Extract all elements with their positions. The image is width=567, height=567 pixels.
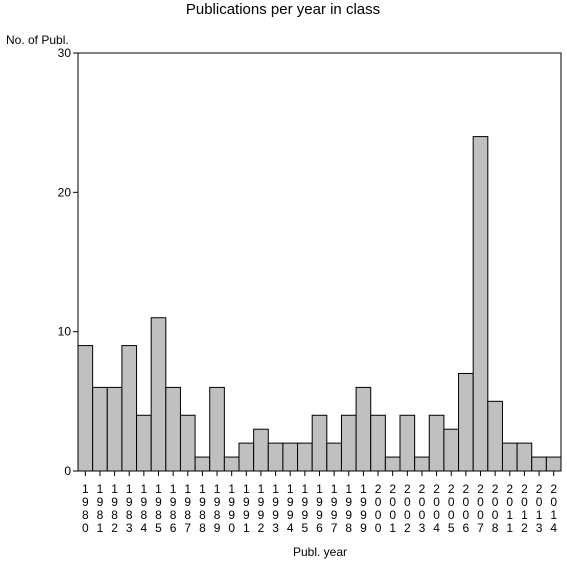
bar-2004 [428,414,445,472]
y-tick-label: 10 [58,325,72,339]
bar-1996 [311,414,328,472]
bar-1982 [106,386,123,472]
x-axis-label: Publ. year [293,545,347,559]
bar-1985 [150,317,167,472]
bar-1998 [340,414,357,472]
bar-1987 [179,414,196,472]
bar-2012 [516,442,533,472]
bars-group [77,136,562,472]
bar-1997 [326,442,342,472]
bar-1986 [165,386,181,472]
bar-2001 [384,456,401,472]
bar-2013 [531,456,547,472]
x-axis: 1 9 8 0 1 9 8 1 1 9 8 2 1 9 8 3 1 9 8 4 1 9 8 5 1 9 8 6 1 9 8 7 1 9 8 8 1 9 8 9… [82,471,557,535]
y-axis: 0 10 20 30 [58,46,78,478]
bar-1991 [238,442,255,472]
bar-2014 [545,456,562,472]
bar-1988 [194,456,211,472]
y-tick-label: 20 [58,185,72,199]
y-tick-label: 0 [64,464,71,478]
bar-1994 [282,442,299,472]
bar-1995 [297,442,313,472]
chart-title: Publications per year in class [186,1,380,18]
bar-2011 [501,442,518,472]
bar-2005 [443,428,460,472]
bar-1992 [253,428,269,472]
bar-1984 [136,414,152,472]
bar-2008 [487,400,503,472]
bar-2002 [399,414,416,472]
bar-1981 [92,386,108,472]
bar-1990 [223,456,240,472]
bar-1980 [77,345,94,472]
bar-1983 [121,345,138,472]
bar-1999 [355,386,372,472]
bar-1993 [267,442,284,472]
bar-2000 [370,414,386,472]
bar-2006 [458,372,474,472]
y-tick-label: 30 [58,46,72,60]
y-axis-label: No. of Publ. [6,33,69,47]
bar-2003 [414,456,430,472]
bar-2007 [472,136,489,472]
bar-1989 [209,386,225,472]
